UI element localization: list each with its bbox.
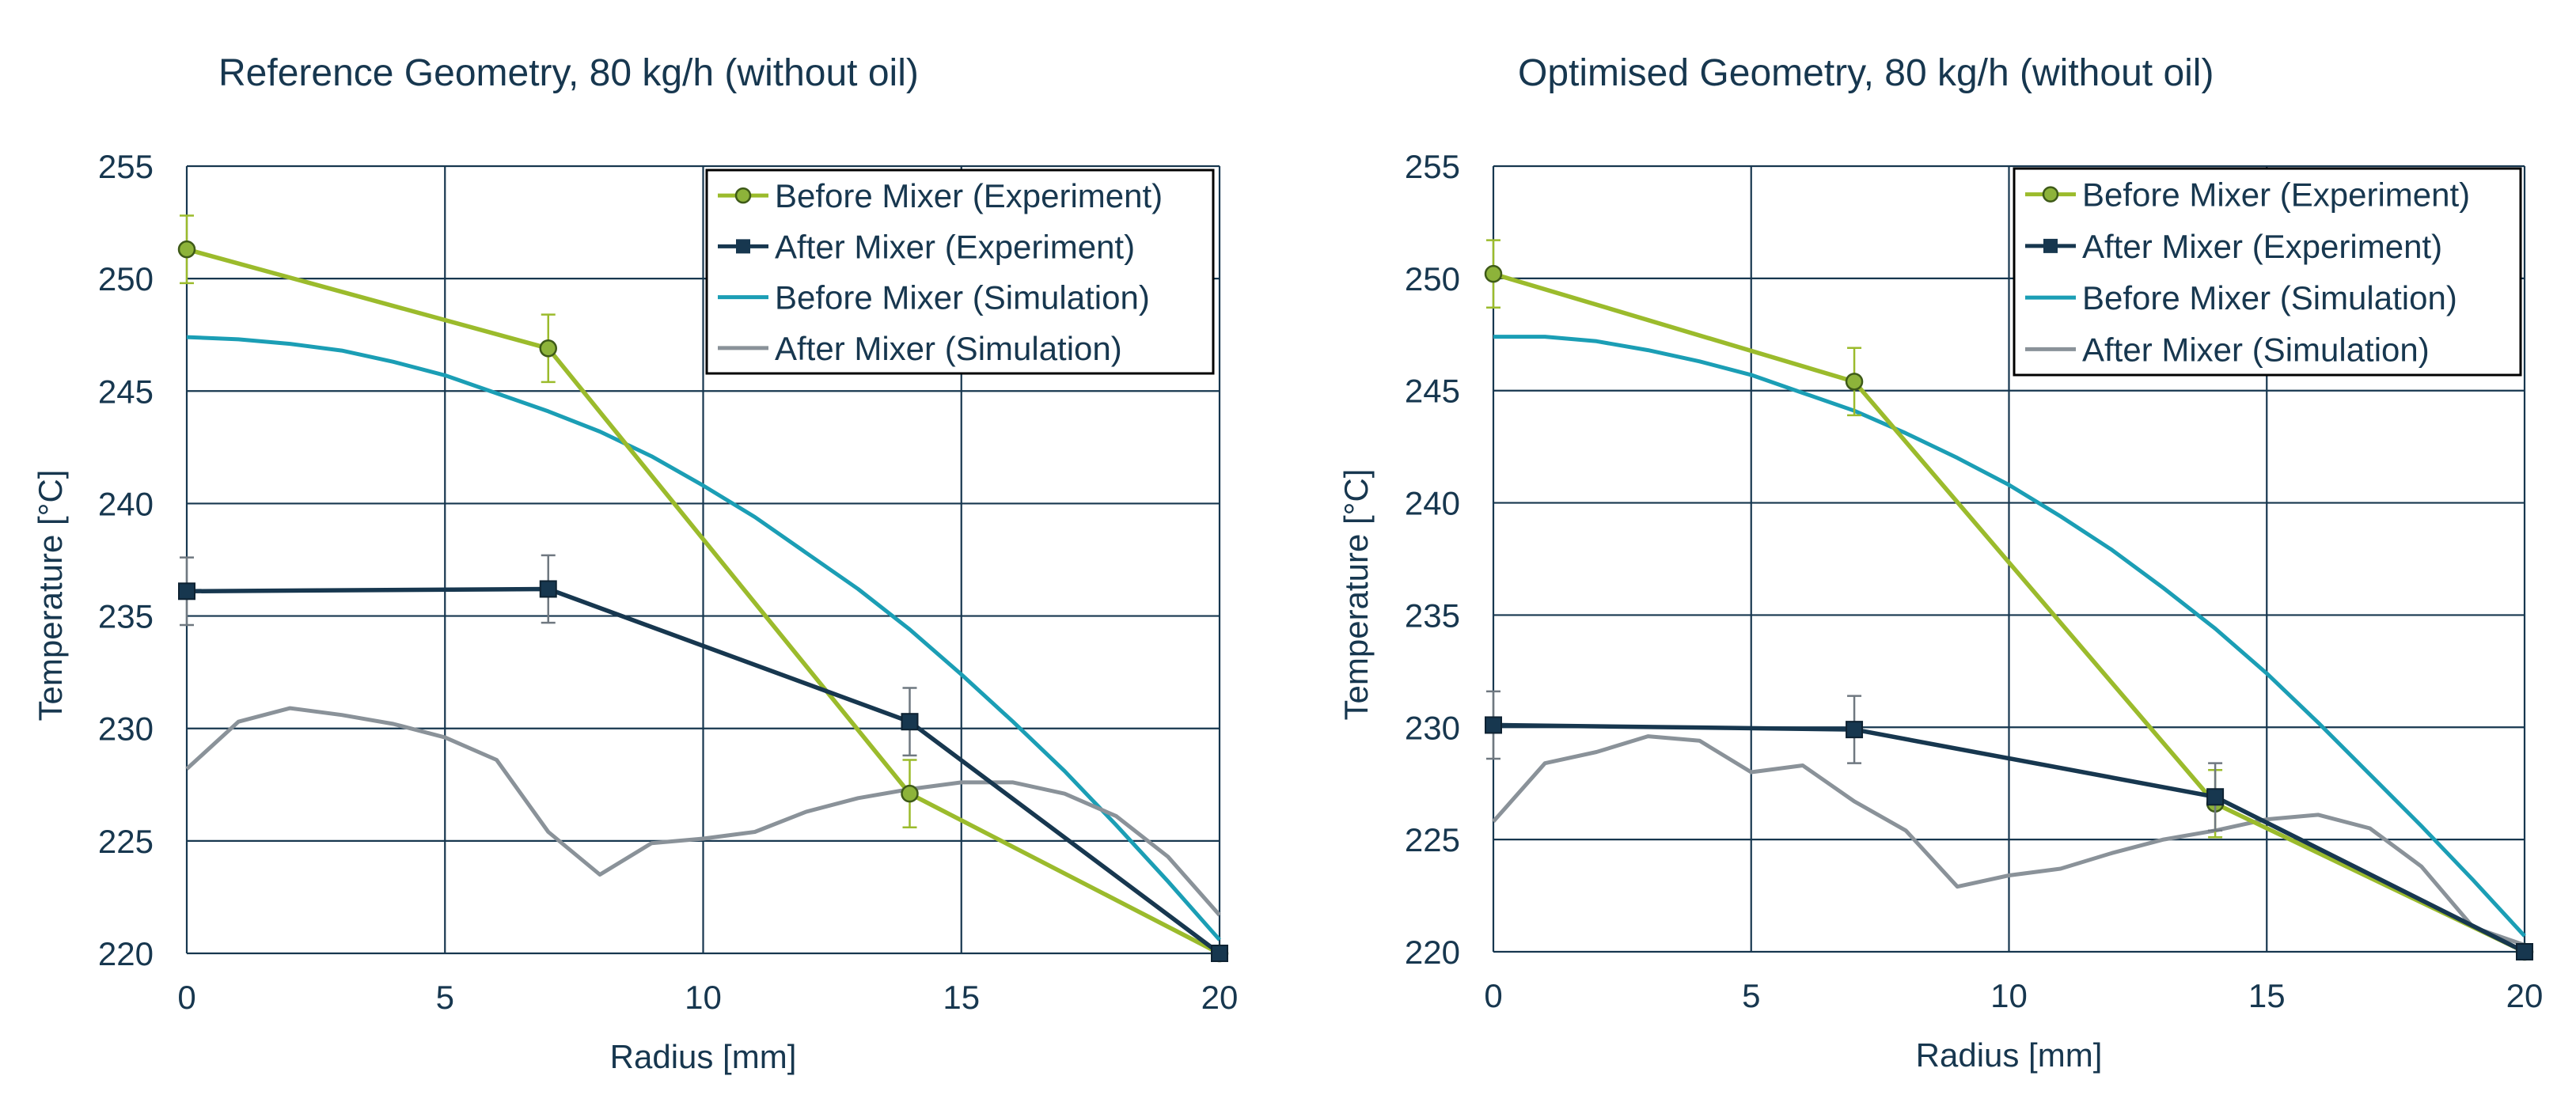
legend-item-before-mixer-experiment: Before Mixer (Experiment) <box>2025 176 2470 214</box>
legend: Before Mixer (Experiment) After Mixer (Ex… <box>2013 167 2522 377</box>
legend-box <box>2013 167 2522 377</box>
chart-title: Reference Geometry, 80 kg/h (without oil… <box>218 52 919 94</box>
series-line-after-mixer-experiment <box>1493 722 2526 954</box>
legend-marker <box>736 239 750 254</box>
y-tick-label: 245 <box>98 373 154 410</box>
y-tick-label: 255 <box>1405 148 1460 185</box>
data-point <box>1211 945 1228 962</box>
legend-label: After Mixer (Experiment) <box>775 228 1135 265</box>
series-before-mixer-simulation <box>186 335 1221 941</box>
series-line-after-mixer-simulation <box>185 706 1221 917</box>
series-line-before-mixer-simulation <box>186 335 1221 941</box>
legend-label: After Mixer (Simulation) <box>775 330 1122 367</box>
y-tick-label: 235 <box>98 598 154 635</box>
series-line-before-mixer-experiment <box>186 247 1221 956</box>
x-tick-label: 0 <box>1484 977 1502 1014</box>
series-line-after-mixer-experiment <box>186 586 1221 956</box>
legend-label: Before Mixer (Simulation) <box>775 279 1150 316</box>
legend-label: After Mixer (Simulation) <box>2082 331 2430 368</box>
legend-box <box>705 169 1215 375</box>
data-point <box>901 713 919 731</box>
series-line-after-mixer-simulation <box>1492 734 2525 947</box>
chart-reference-geometry: Reference Geometry, 80 kg/h (without oil… <box>32 52 1238 1075</box>
y-tick-label: 240 <box>98 485 154 522</box>
y-tick-label: 250 <box>1405 260 1460 297</box>
data-point <box>2206 788 2225 806</box>
legend-item-after-mixer-simulation: After Mixer (Simulation) <box>2025 331 2430 368</box>
data-point <box>901 784 919 803</box>
legend-item-before-mixer-simulation: Before Mixer (Simulation) <box>718 279 1150 316</box>
series-before-mixer-simulation <box>1493 335 2526 938</box>
legend-marker <box>2043 238 2058 253</box>
y-tick-label: 240 <box>1405 485 1460 522</box>
y-tick-label: 230 <box>1405 709 1460 746</box>
y-tick-label: 245 <box>1405 373 1460 410</box>
x-tick-label: 5 <box>436 979 454 1016</box>
x-tick-label: 20 <box>2506 977 2544 1014</box>
chart-title: Optimised Geometry, 80 kg/h (without oil… <box>1518 52 2214 94</box>
x-axis-label: Radius [mm] <box>610 1038 797 1075</box>
data-point <box>178 582 195 600</box>
y-tick-label: 250 <box>98 260 154 297</box>
legend-label: Before Mixer (Simulation) <box>2082 279 2457 316</box>
legend-item-after-mixer-experiment: After Mixer (Experiment) <box>2025 228 2442 265</box>
x-tick-label: 0 <box>177 979 195 1016</box>
y-tick-label: 230 <box>98 710 154 748</box>
series-after-mixer-simulation <box>185 706 1221 917</box>
data-point <box>1484 264 1503 283</box>
legend-marker <box>2042 186 2059 203</box>
x-tick-label: 5 <box>1742 977 1760 1014</box>
x-axis-label: Radius [mm] <box>1916 1036 2103 1074</box>
data-point <box>2516 943 2533 960</box>
y-tick-label: 225 <box>1405 821 1460 858</box>
x-tick-label: 10 <box>685 979 722 1016</box>
y-tick-label: 255 <box>98 148 154 185</box>
x-tick-label: 20 <box>1201 979 1239 1016</box>
y-tick-label: 225 <box>98 823 154 860</box>
data-point <box>539 339 557 358</box>
series-after-mixer-experiment <box>178 554 1228 962</box>
legend-item-after-mixer-experiment: After Mixer (Experiment) <box>718 228 1135 265</box>
y-axis-label: Temperature [°C] <box>1337 469 1375 721</box>
x-tick-label: 10 <box>1990 977 2028 1014</box>
legend-label: Before Mixer (Experiment) <box>2082 176 2470 214</box>
series-line-before-mixer-experiment <box>1493 271 2526 954</box>
legend: Before Mixer (Experiment) After Mixer (Ex… <box>705 169 1215 375</box>
y-axis-label: Temperature [°C] <box>32 470 69 722</box>
y-tick-label: 220 <box>98 935 154 972</box>
x-tick-label: 15 <box>2248 977 2286 1014</box>
data-point <box>177 240 196 259</box>
series-after-mixer-experiment <box>1485 690 2533 960</box>
series-after-mixer-simulation <box>1492 734 2525 947</box>
legend-item-after-mixer-simulation: After Mixer (Simulation) <box>718 330 1122 367</box>
legend-label: After Mixer (Experiment) <box>2082 228 2442 265</box>
chart-optimised-geometry: Optimised Geometry, 80 kg/h (without oil… <box>1337 52 2543 1074</box>
series-line-before-mixer-simulation <box>1493 335 2526 938</box>
legend-marker <box>734 187 752 204</box>
data-point <box>1485 716 1502 734</box>
data-point <box>1845 373 1864 391</box>
y-tick-label: 235 <box>1405 597 1460 634</box>
y-tick-label: 220 <box>1405 934 1460 971</box>
legend-item-before-mixer-experiment: Before Mixer (Experiment) <box>718 177 1163 214</box>
series-before-mixer-experiment <box>177 214 1229 963</box>
data-point <box>1846 721 1864 739</box>
data-point <box>539 580 557 598</box>
x-tick-label: 15 <box>943 979 980 1016</box>
legend-label: Before Mixer (Experiment) <box>775 177 1163 214</box>
legend-item-before-mixer-simulation: Before Mixer (Simulation) <box>2025 279 2457 316</box>
